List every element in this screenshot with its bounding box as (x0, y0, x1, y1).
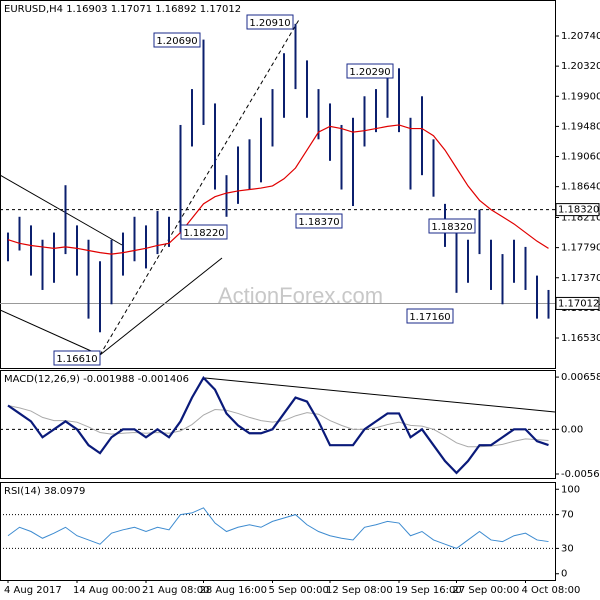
y-tick-label: 1.19480 (561, 121, 600, 132)
annotation-box (295, 213, 343, 229)
annotation: 1.20690 (156, 36, 197, 47)
annotation: 1.18370 (298, 217, 339, 228)
y-tick-label: 1.17790 (561, 243, 600, 254)
panel-title: EURUSD,H4 1.16903 1.17071 1.16892 1.1701… (4, 4, 241, 15)
channel-line (0, 309, 101, 356)
y-tick-label: 70 (561, 510, 574, 521)
annotation-box (53, 350, 101, 366)
y-tick-label: 100 (561, 484, 580, 495)
annotation-box (180, 224, 228, 240)
y-tick-label: 1.18640 (561, 182, 600, 193)
annotation: 1.18220 (183, 228, 224, 239)
x-tick-label: 5 Sep 00:00 (269, 585, 329, 596)
level-box (555, 296, 600, 310)
y-tick-label: -0.005634 (561, 469, 600, 480)
y-tick-label: 1.19900 (561, 91, 600, 102)
y-tick-label: 30 (561, 543, 574, 554)
x-tick-label: 4 Oct 08:00 (522, 585, 581, 596)
panel-frame (0, 370, 556, 479)
annotation: 1.18320 (431, 222, 472, 233)
annotation: 1.20290 (349, 67, 390, 78)
macd-line (7, 375, 549, 475)
annotation-box (428, 218, 476, 234)
level-box (555, 203, 600, 217)
annotation: 1.16610 (56, 354, 97, 365)
y-tick-label: 0.006586 (561, 372, 600, 383)
panel-frame (0, 0, 556, 369)
y-tick-label: 0.00 (561, 424, 583, 435)
y-tick-label: 1.20740 (561, 31, 600, 42)
panel-frame (0, 482, 556, 581)
channel-line (99, 17, 301, 356)
level-label: 1.17012 (558, 298, 599, 309)
moving-average (7, 124, 549, 255)
x-tick-label: 12 Sep 08:00 (326, 585, 393, 596)
y-tick-label: 1.20320 (561, 61, 600, 72)
annotation-box (406, 308, 454, 324)
x-tick-label: 14 Aug 00:00 (73, 585, 140, 596)
channel-line (99, 257, 223, 356)
x-tick-label: 27 Sep 00:00 (453, 585, 520, 596)
panel-title: RSI(14) 38.0979 (4, 486, 85, 497)
y-tick-label: 1.19060 (561, 152, 600, 163)
x-tick-label: 19 Sep 16:00 (395, 585, 462, 596)
annotation: 1.17160 (409, 312, 450, 323)
watermark: ActionForex.com (218, 283, 383, 308)
panel-title: MACD(12,26,9) -0.001988 -0.001406 (4, 374, 189, 385)
level-label: 1.18320 (558, 205, 599, 216)
x-tick-label: 21 Aug 08:00 (142, 585, 209, 596)
annotation-box (346, 63, 394, 79)
y-tick-label: 0 (561, 569, 567, 580)
x-tick-label: 4 Aug 2017 (4, 585, 62, 596)
annotation-box (246, 14, 294, 30)
macd-trendline (204, 377, 556, 413)
annotation: 1.20910 (249, 18, 290, 29)
x-tick-label: 28 Aug 16:00 (200, 585, 267, 596)
y-tick-label: 1.17370 (561, 273, 600, 284)
y-tick-label: 1.16530 (561, 333, 600, 344)
signal-line (7, 405, 549, 448)
annotation-box (153, 32, 201, 48)
rsi-line (7, 507, 549, 549)
y-tick-label: 1.18210 (561, 213, 600, 224)
